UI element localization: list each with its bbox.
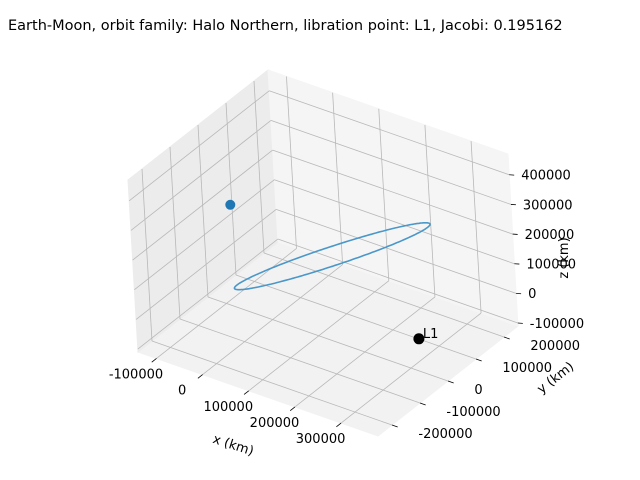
- chart-title: Earth-Moon, orbit family: Halo Northern,…: [8, 18, 563, 34]
- libration-point-label: L1: [423, 327, 439, 342]
- y-tick: [503, 336, 510, 340]
- y-tick-label: 100000: [502, 361, 552, 376]
- z-tick-label: 100000: [526, 258, 576, 273]
- y-grid-left: [253, 80, 265, 254]
- x-tick-label: 300000: [296, 432, 346, 447]
- x-tick: [197, 374, 203, 379]
- y-grid-floor: [235, 274, 477, 360]
- y-tick-label: -200000: [418, 427, 472, 442]
- y-grid-floor: [263, 252, 505, 338]
- y-grid-floor: [207, 296, 449, 382]
- y-tick: [419, 402, 426, 406]
- x-grid-back: [424, 124, 436, 297]
- z-grid-left: [130, 120, 272, 231]
- x-tick: [151, 358, 157, 363]
- y-grid-left: [169, 146, 181, 320]
- back-pane: [267, 69, 519, 327]
- y-grid-floor: [179, 318, 421, 404]
- x-tick-label: 200000: [250, 416, 300, 431]
- x-tick: [336, 422, 342, 428]
- axis-panes: [127, 69, 520, 437]
- x-grid-back: [470, 141, 482, 314]
- x-grid-back: [332, 92, 344, 265]
- x-tick-label: 0: [178, 384, 186, 399]
- z-grid-back: [269, 90, 510, 176]
- y-tick: [447, 380, 454, 384]
- x-axis-label: x (km): [211, 432, 256, 459]
- z-tick-label: 200000: [525, 228, 575, 243]
- z-grid-left: [128, 90, 270, 202]
- x-grid-back: [286, 76, 297, 249]
- x-tick: [243, 390, 250, 395]
- z-grid-left: [134, 179, 275, 291]
- axis-ticks: [151, 174, 523, 428]
- z-grid-back: [270, 120, 512, 205]
- y-tick-label: 0: [474, 383, 482, 398]
- z-tick-label: -100000: [530, 317, 584, 332]
- z-grid-back: [277, 238, 518, 324]
- z-tick-label: 0: [528, 287, 536, 302]
- y-tick-label: -100000: [446, 405, 500, 420]
- halo-orbit-line: [233, 222, 431, 291]
- y-tick-label: 200000: [530, 339, 580, 354]
- z-grid-back: [275, 209, 517, 294]
- x-grid-back: [378, 108, 390, 281]
- y-grid-left: [225, 102, 237, 276]
- y-tick: [391, 424, 398, 428]
- libration-point-marker: [413, 333, 425, 345]
- y-grid-floor: [151, 340, 393, 426]
- x-tick: [289, 406, 296, 411]
- z-tick-label: 400000: [521, 169, 571, 184]
- x-tick-label: 100000: [203, 400, 253, 415]
- y-tick: [475, 358, 482, 362]
- grid-lines: [128, 76, 518, 426]
- z-grid-left: [137, 238, 279, 350]
- x-tick-label: -100000: [109, 368, 163, 383]
- y-grid-left: [197, 124, 209, 298]
- z-grid-back: [272, 149, 513, 235]
- z-grid-back: [274, 179, 515, 265]
- orbit-start-marker: [225, 199, 236, 210]
- z-axis-label: z (km): [557, 237, 572, 278]
- z-grid-left: [132, 149, 273, 261]
- z-tick-label: 300000: [523, 198, 573, 213]
- series-layer: L1: [225, 199, 439, 345]
- y-grid-left: [141, 168, 153, 342]
- z-grid-left: [135, 209, 277, 320]
